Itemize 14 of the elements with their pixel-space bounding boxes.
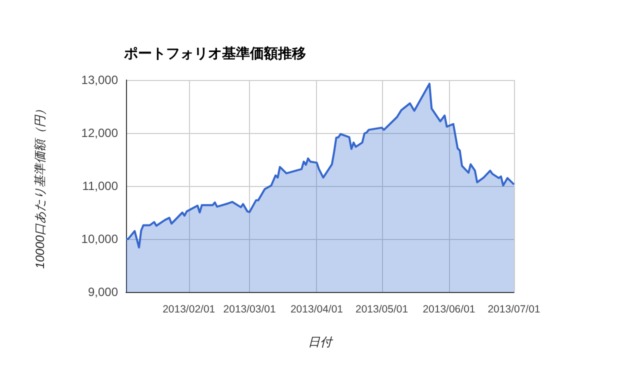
x-tick-label: 2013/02/01 (162, 304, 216, 316)
y-tick-label: 11,000 (82, 179, 118, 193)
y-tick-label: 10,000 (81, 232, 118, 246)
y-tick-label: 12,000 (81, 126, 118, 140)
chart-title: ポートフォリオ基準価額推移 (123, 45, 306, 61)
y-axis-title: 10000口あたり基準価額（円） (33, 103, 47, 269)
x-tick-label: 2013/06/01 (422, 304, 476, 316)
x-tick-label: 2013/03/01 (223, 304, 276, 316)
y-tick-label: 9,000 (88, 285, 118, 299)
x-tick-label: 2013/07/01 (488, 304, 540, 316)
x-tick-label: 2013/04/01 (290, 304, 344, 316)
y-tick-label: 13,000 (81, 73, 118, 87)
x-tick-label: 2013/05/01 (355, 304, 408, 316)
x-axis-title: 日付 (308, 335, 334, 349)
